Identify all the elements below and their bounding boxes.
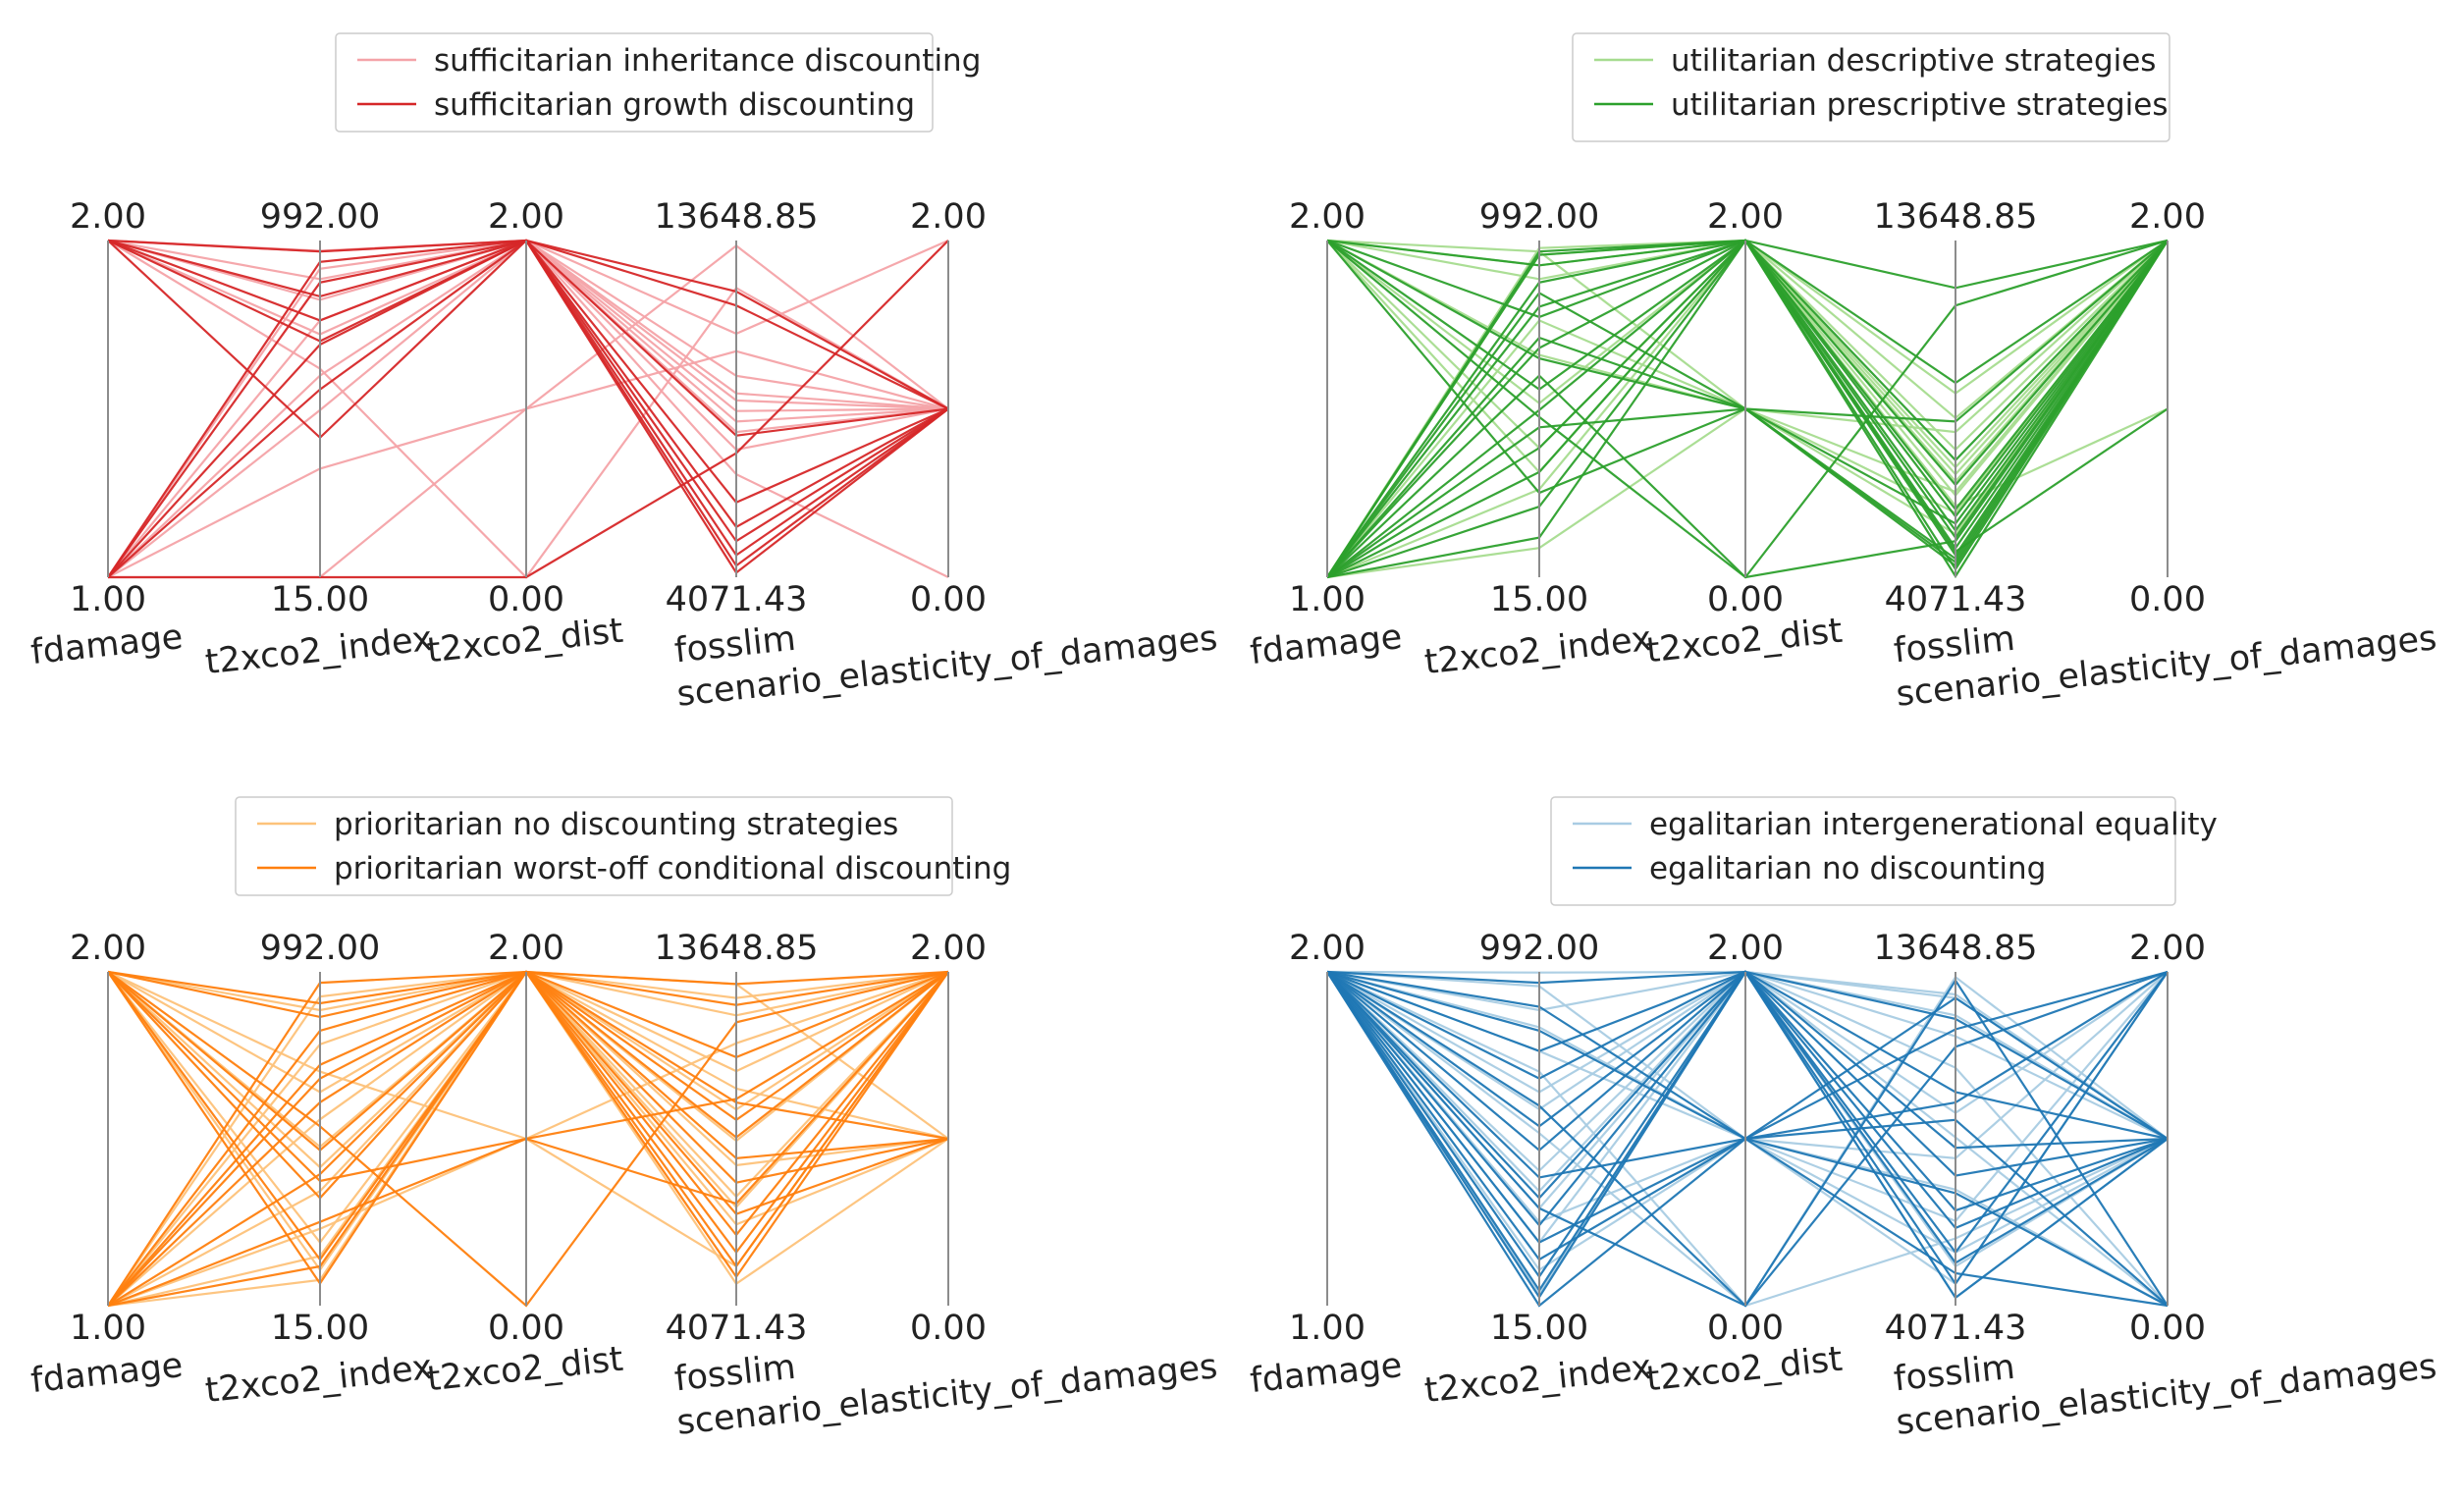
axis-min-label: 1.00 [1289, 1309, 1366, 1348]
series-2 [1326, 970, 2169, 1308]
legend: prioritarian no discounting strategies pr… [235, 796, 1011, 896]
axis-max-label: 13648.85 [654, 197, 818, 237]
axis-max-label: 992.00 [1479, 197, 1599, 237]
legend-box [1550, 796, 2176, 906]
data-line [107, 239, 949, 505]
data-line [1326, 970, 2169, 1223]
legend: utilitarian descriptive strategies utilit… [1572, 32, 2170, 142]
legend: sufficitarian inheritance discounting suf… [335, 32, 981, 133]
axis-max-label: 2.00 [488, 929, 564, 968]
axis-name-label: t2xco2_index [203, 1348, 434, 1411]
axis-min-label: 4071.43 [666, 580, 808, 619]
data-line [107, 970, 949, 1215]
axis-name-label: t2xco2_dist [425, 1340, 625, 1400]
data-line [1326, 239, 2169, 508]
axis-max-label: 2.00 [70, 929, 146, 968]
data-line [1326, 970, 2169, 1300]
legend-box [335, 32, 934, 133]
data-line [1326, 970, 2169, 1279]
axis-min-label: 0.00 [2129, 1309, 2206, 1348]
axis-name-label: fosslim [672, 1348, 797, 1400]
data-line [107, 239, 949, 410]
axis-name-label: fosslim [1892, 619, 2016, 671]
axis-max-label: 2.00 [910, 197, 987, 237]
data-line [1326, 970, 2169, 1300]
axis-min-label: 4071.43 [1885, 580, 2027, 619]
axis-name-label: fosslim [1892, 1348, 2016, 1400]
data-line [1326, 971, 2169, 1261]
axis-max-label: 13648.85 [1873, 197, 2037, 237]
axis-min-label: 15.00 [1490, 580, 1588, 619]
data-line [107, 970, 949, 1279]
series-2 [1326, 239, 2169, 579]
axis-min-label: 0.00 [910, 580, 987, 619]
legend-entry-label: sufficitarian growth discounting [434, 87, 915, 123]
axis-min-label: 1.00 [70, 580, 146, 619]
axis-name-label: t2xco2_index [1422, 1348, 1653, 1411]
axis-max-label: 2.00 [1707, 197, 1784, 237]
axis-max-label: 992.00 [1479, 929, 1599, 968]
axis-min-label: 0.00 [910, 1309, 987, 1348]
axis-min-label: 0.00 [488, 580, 564, 619]
data-line [107, 239, 949, 412]
axis-min-label: 15.00 [1490, 1309, 1588, 1348]
axis-max-label: 2.00 [2129, 197, 2206, 237]
axis-max-label: 2.00 [70, 197, 146, 237]
axis-name-label: t2xco2_index [203, 619, 434, 682]
legend-entry-label: utilitarian descriptive strategies [1671, 43, 2156, 79]
axis-name-label: fosslim [672, 619, 797, 671]
legend-entry-label: prioritarian worst-off conditional disco… [334, 851, 1011, 886]
axis-max-label: 992.00 [260, 197, 380, 237]
data-line [1326, 970, 2169, 1300]
axis-name-label: fdamage [29, 1346, 186, 1401]
axis-min-label: 15.00 [271, 1309, 369, 1348]
data-line [107, 239, 949, 558]
axis-max-label: 2.00 [1289, 197, 1366, 237]
axis-max-label: 13648.85 [654, 929, 818, 968]
axis-max-label: 2.00 [488, 197, 564, 237]
axis-name-label: fdamage [1249, 617, 1405, 672]
series-2 [107, 970, 949, 1308]
axis-name-label: t2xco2_dist [1644, 612, 1845, 671]
axis-min-label: 1.00 [70, 1309, 146, 1348]
legend-box [235, 796, 953, 896]
legend-entry-label: utilitarian prescriptive strategies [1671, 87, 2169, 123]
legend: egalitarian intergenerational equality eg… [1550, 796, 2218, 906]
axis-min-label: 4071.43 [1885, 1309, 2027, 1348]
axis-name-label: t2xco2_dist [1644, 1340, 1845, 1400]
axis-min-label: 0.00 [1707, 1309, 1784, 1348]
axis-min-label: 0.00 [488, 1309, 564, 1348]
axis-name-label: t2xco2_dist [425, 612, 625, 671]
axis-min-label: 15.00 [271, 580, 369, 619]
series-1 [107, 239, 949, 579]
axis-max-label: 992.00 [260, 929, 380, 968]
axis-min-label: 4071.43 [666, 1309, 808, 1348]
axis-max-label: 13648.85 [1873, 929, 2037, 968]
data-line [107, 239, 949, 410]
legend-entry-label: sufficitarian inheritance discounting [434, 43, 981, 79]
legend-entry-label: egalitarian intergenerational equality [1649, 807, 2218, 842]
legend-box [1572, 32, 2170, 142]
data-line [107, 970, 949, 1226]
axis-min-label: 0.00 [2129, 580, 2206, 619]
axis-max-label: 2.00 [2129, 929, 2206, 968]
data-line [1326, 970, 2169, 1230]
axis-min-label: 1.00 [1289, 580, 1366, 619]
axis-min-label: 0.00 [1707, 580, 1784, 619]
data-line [107, 971, 949, 1268]
axis-max-label: 2.00 [1289, 929, 1366, 968]
axis-max-label: 2.00 [910, 929, 987, 968]
axis-max-label: 2.00 [1707, 929, 1784, 968]
axis-name-label: fdamage [29, 617, 186, 672]
legend-entry-label: prioritarian no discounting strategies [334, 807, 898, 842]
axis-name-label: fdamage [1249, 1346, 1405, 1401]
legend-entry-label: egalitarian no discounting [1649, 851, 2046, 886]
axis-name-label: t2xco2_index [1422, 619, 1653, 682]
